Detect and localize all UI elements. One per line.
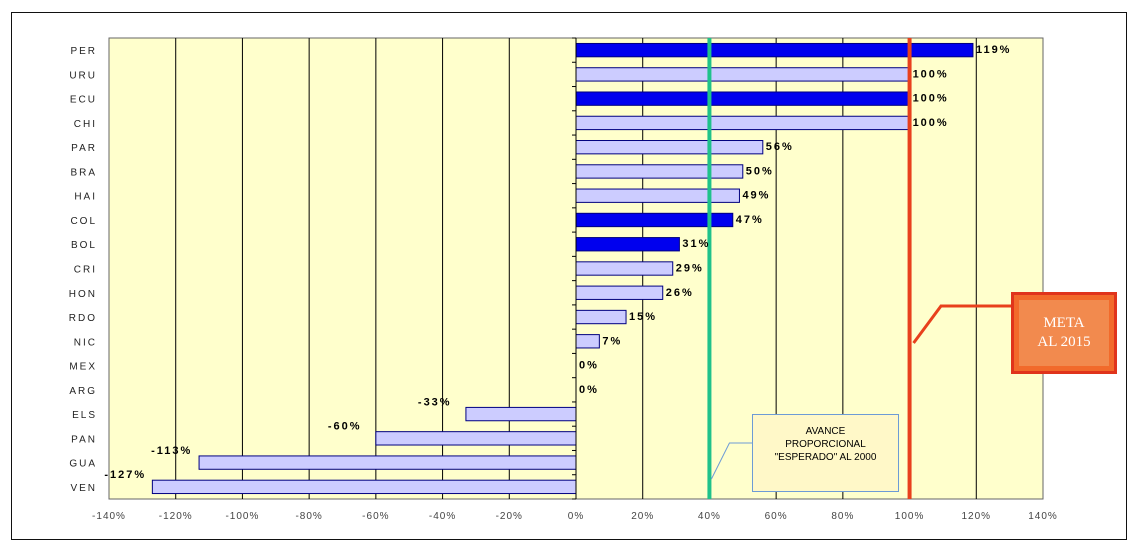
x-tick-label: -40% [429,511,456,522]
callout-connectors [710,304,1012,480]
bars [151,42,974,495]
category-label: PER [70,46,97,57]
category-label: ARG [69,386,97,397]
bar-ven [151,479,577,495]
bar-bra [575,164,744,179]
meta-connector [912,304,1012,344]
bar-hon [575,285,664,300]
bar-cri [575,261,674,276]
x-tick-label: -60% [362,511,389,522]
bar-ecu [575,91,911,106]
category-label: HAI [74,192,97,203]
data-label: 50% [746,165,774,177]
meta-callout-inner: META AL 2015 [1019,300,1109,366]
x-tick-label: -120% [159,511,193,522]
data-label: 0% [579,384,599,396]
category-label: BRA [70,167,97,178]
x-tick-label: 100% [895,511,925,522]
data-label: 29% [676,263,704,275]
bar-uru [575,67,911,82]
data-label: 26% [666,287,694,299]
data-label: -113% [151,445,192,457]
avance-line3: "ESPERADO" AL 2000 [774,452,877,463]
x-tick-label: 40% [698,511,721,522]
x-tick-label: 60% [765,511,788,522]
bar-rdo [575,309,627,325]
bar-gua [198,455,577,470]
x-tick-labels: -140% -120% -100% -80% -60% -40% -20% 0% 20% 40% 6… [92,511,1058,522]
data-label: 7% [602,335,622,347]
x-tick-label: -80% [295,511,322,522]
x-tick-label: -20% [496,511,523,522]
category-label: RDO [69,313,97,324]
x-tick-label: -100% [225,511,259,522]
x-tick-label: 80% [831,511,854,522]
category-label: ECU [70,95,97,106]
category-label: PAN [71,434,97,445]
bar-chart: PER URU ECU CHI PAR BRA HAI COL BOL CRI HON RDO NIC M… [69,37,1058,522]
data-label: 100% [913,68,949,80]
meta-line2: AL 2015 [1037,334,1091,350]
bar-pan [375,431,577,446]
meta-line1: META [1043,315,1085,331]
bar-per [575,42,974,58]
x-tick-label: 140% [1028,511,1058,522]
x-tick-label: -140% [92,511,126,522]
category-label: URU [69,70,97,81]
data-label: 119% [976,44,1012,56]
x-tick-label: 0% [568,511,584,522]
category-label: ELS [72,410,97,421]
data-label: 100% [913,93,949,105]
data-label: 100% [913,117,949,129]
data-label: 49% [742,190,770,202]
category-label: COL [70,216,97,227]
category-label: BOL [71,240,97,251]
bar-els [465,406,577,422]
y-axis [572,37,577,500]
category-label: CHI [74,119,97,130]
data-label: -33% [418,396,452,408]
x-tick-label: 20% [631,511,654,522]
data-label: 47% [736,214,764,226]
category-label: VEN [70,483,97,494]
data-label: 0% [579,360,599,372]
avance-connector [710,442,753,480]
x-tick-label: 120% [961,511,991,522]
data-label: -60% [328,421,362,433]
category-label: MEX [69,362,97,373]
reference-lines [707,38,912,499]
category-label: HON [69,289,97,300]
category-label: NIC [74,337,97,348]
data-label: 15% [629,311,657,323]
bar-chi [575,115,911,131]
category-label: GUA [69,459,97,470]
category-labels: PER URU ECU CHI PAR BRA HAI COL BOL CRI HON RDO NIC M… [69,46,97,494]
bar-nic [575,334,600,349]
data-label: 31% [682,238,710,250]
data-label: -127% [104,469,146,481]
data-label: 56% [766,141,794,153]
bar-bol [575,237,680,252]
avance-line1: AVANCE [805,426,846,437]
category-label: PAR [71,143,97,154]
chart-frame: PER URU ECU CHI PAR BRA HAI COL BOL CRI HON RDO NIC M… [11,12,1127,540]
bar-par [575,140,764,155]
bar-hai [575,188,740,203]
data-labels: 119% 100% 100% 100% 56% 50% 49% 47% 31% 29% 26% 15%… [104,44,1012,481]
meta-callout: META AL 2015 [1011,292,1117,374]
avance-callout: AVANCE PROPORCIONAL "ESPERADO" AL 2000 [752,414,899,492]
avance-line2: PROPORCIONAL [785,439,866,450]
category-label: CRI [74,265,97,276]
